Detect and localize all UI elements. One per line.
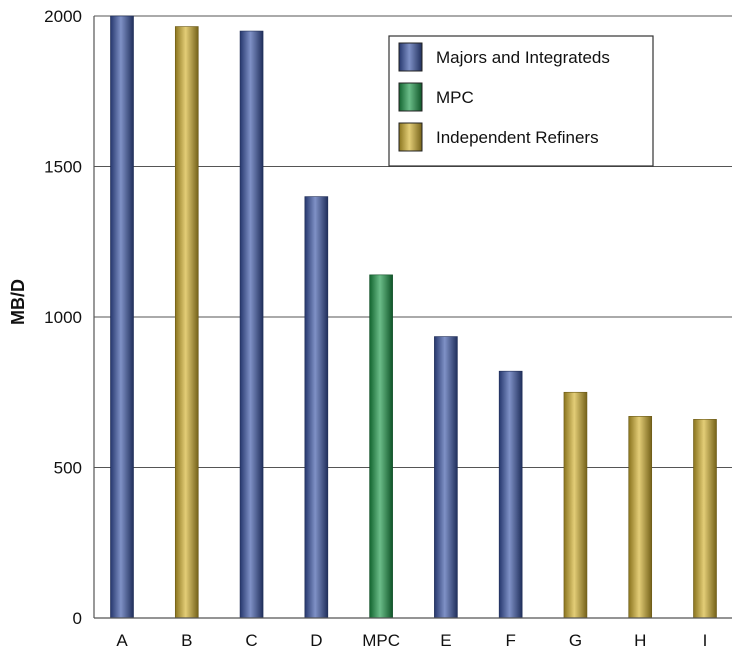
y-tick-label: 2000 (44, 7, 82, 26)
y-axis-title: MB/D (8, 279, 28, 325)
legend-swatch-independent (399, 123, 422, 151)
x-tick-label: E (440, 631, 451, 650)
legend-label-independent: Independent Refiners (436, 128, 599, 147)
x-tick-label: H (634, 631, 646, 650)
bar-e (434, 337, 457, 618)
x-tick-label: B (181, 631, 192, 650)
y-tick-label: 500 (54, 459, 82, 478)
bar-d (305, 197, 328, 618)
bar-a (111, 16, 134, 618)
x-tick-label: I (703, 631, 708, 650)
x-tick-labels: A B C D MPC E F G H I (116, 631, 707, 650)
bar-f (499, 371, 522, 618)
bar-mpc (370, 275, 393, 618)
legend-label-mpc: MPC (436, 88, 474, 107)
x-tick-label: G (569, 631, 582, 650)
x-tick-label: F (505, 631, 515, 650)
y-tick-label: 0 (73, 609, 82, 628)
x-tick-label: MPC (362, 631, 400, 650)
bar-h (629, 416, 652, 618)
legend-swatch-majors (399, 43, 422, 71)
bar-i (694, 419, 717, 618)
bar-b (175, 27, 198, 618)
bar-g (564, 392, 587, 618)
legend-label-majors: Majors and Integrateds (436, 48, 610, 67)
x-tick-label: D (310, 631, 322, 650)
y-tick-label: 1000 (44, 308, 82, 327)
y-tick-label: 1500 (44, 158, 82, 177)
legend: Majors and Integrateds MPC Independent Ref… (389, 36, 653, 166)
y-tick-labels: 0 500 1000 1500 2000 (44, 7, 82, 628)
x-tick-label: A (116, 631, 128, 650)
legend-swatch-mpc (399, 83, 422, 111)
bar-c (240, 31, 263, 618)
x-tick-label: C (245, 631, 257, 650)
